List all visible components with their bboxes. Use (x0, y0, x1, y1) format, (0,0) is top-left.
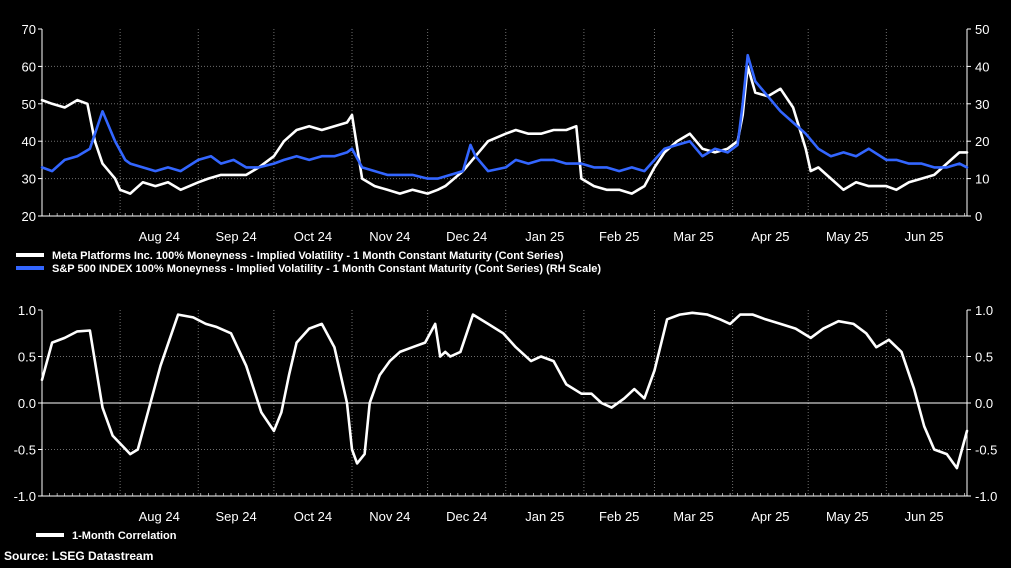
left-tick-label: -0.5 (14, 443, 36, 458)
legend-label-spx: S&P 500 INDEX 100% Moneyness - Implied V… (52, 263, 601, 275)
x-tick-label: Apr 25 (751, 229, 789, 244)
right-tick-label: 10 (975, 172, 989, 187)
x-tick-label: Feb 25 (599, 509, 639, 524)
left-tick-label: 0.0 (18, 396, 36, 411)
left-tick-label: 20 (22, 209, 36, 224)
source-note: Source: LSEG Datastream (4, 549, 153, 563)
x-tick-label: Dec 24 (446, 229, 487, 244)
x-tick-label: Mar 25 (673, 229, 713, 244)
left-tick-label: 60 (22, 59, 36, 74)
left-tick-label: 30 (22, 172, 36, 187)
x-tick-label: Sep 24 (215, 229, 256, 244)
x-tick-label: Apr 25 (751, 509, 789, 524)
x-tick-label: Nov 24 (369, 229, 410, 244)
left-tick-label: 40 (22, 134, 36, 149)
right-tick-label: 50 (975, 22, 989, 37)
legend-label-correlation: 1-Month Correlation (72, 530, 177, 542)
right-tick-label: 20 (975, 134, 989, 149)
bottom-chart: -1.0 -0.5 0.0 0.5 1.0 -1.0 -0.5 0.0 0.5 1.0 Aug 24… (14, 303, 998, 524)
series-line-0-0 (40, 65, 969, 195)
right-tick-label: 0.0 (975, 396, 993, 411)
right-tick-label: 30 (975, 97, 989, 112)
x-tick-label: Dec 24 (446, 509, 487, 524)
right-tick-label: 0 (975, 209, 982, 224)
right-tick-label: 0.5 (975, 350, 993, 365)
right-tick-label: -0.5 (975, 443, 997, 458)
series-line-1-0 (40, 311, 969, 470)
x-tick-label: Jan 25 (525, 509, 564, 524)
x-tick-label: Oct 24 (294, 229, 332, 244)
x-tick-label: May 25 (826, 229, 869, 244)
x-tick-label: Feb 25 (599, 229, 639, 244)
x-tick-label: Jun 25 (905, 509, 944, 524)
x-tick-label: Jun 25 (905, 229, 944, 244)
left-tick-label: 70 (22, 22, 36, 37)
top-legend: Meta Platforms Inc. 100% Moneyness - Imp… (16, 250, 601, 275)
left-tick-label: 0.5 (18, 350, 36, 365)
x-tick-label: Aug 24 (139, 229, 180, 244)
series-line-0-1 (40, 53, 969, 180)
right-tick-label: 1.0 (975, 303, 993, 318)
left-tick-label: 50 (22, 97, 36, 112)
x-tick-label: Jan 25 (525, 229, 564, 244)
x-tick-label: Aug 24 (139, 509, 180, 524)
x-tick-label: Sep 24 (215, 509, 256, 524)
bottom-legend: 1-Month Correlation (36, 530, 177, 542)
x-tick-label: Nov 24 (369, 509, 410, 524)
left-tick-label: -1.0 (14, 489, 36, 504)
x-tick-label: Mar 25 (673, 509, 713, 524)
top-chart: 20 30 40 50 60 70 0 10 20 30 40 50 Aug 24 Sep 24 Oct 2… (22, 22, 990, 244)
legend-label-meta: Meta Platforms Inc. 100% Moneyness - Imp… (52, 250, 564, 262)
x-tick-label: May 25 (826, 509, 869, 524)
right-tick-label: 40 (975, 59, 989, 74)
left-tick-label: 1.0 (18, 303, 36, 318)
right-tick-label: -1.0 (975, 489, 997, 504)
x-tick-label: Oct 24 (294, 509, 332, 524)
